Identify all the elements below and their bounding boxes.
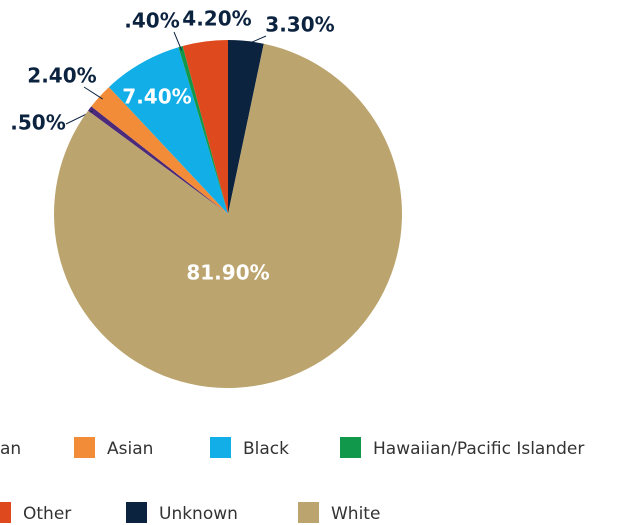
slice	[182, 40, 228, 214]
legend-label: an	[0, 439, 21, 459]
slice	[87, 106, 229, 214]
legend-swatch	[126, 502, 147, 523]
leader-line	[245, 35, 267, 46]
data-label: 2.40%	[27, 64, 96, 88]
slice	[178, 46, 228, 215]
slice	[108, 47, 228, 214]
legend-label: Black	[243, 439, 289, 459]
legend-swatch	[210, 437, 231, 458]
legend-swatch	[340, 437, 361, 458]
slice	[53, 43, 402, 388]
data-label: 4.20%	[182, 7, 251, 31]
legend-label: Unknown	[159, 504, 238, 524]
legend-label: White	[331, 504, 380, 524]
legend-label: Asian	[107, 439, 153, 459]
slice	[91, 87, 228, 214]
legend-swatch	[0, 502, 11, 523]
data-label: 81.90%	[186, 261, 269, 285]
leader-line	[173, 31, 183, 51]
data-label: 3.30%	[265, 13, 334, 37]
legend-swatch	[298, 502, 319, 523]
legend-swatch	[74, 437, 95, 458]
slice	[228, 40, 264, 214]
data-label: .40%	[124, 9, 179, 33]
legend-label: Hawaiian/Pacific Islander	[373, 439, 584, 459]
data-label: .50%	[10, 111, 65, 135]
leader-line	[83, 86, 103, 100]
data-label: 7.40%	[122, 85, 191, 109]
legend-label: Other	[23, 504, 71, 524]
